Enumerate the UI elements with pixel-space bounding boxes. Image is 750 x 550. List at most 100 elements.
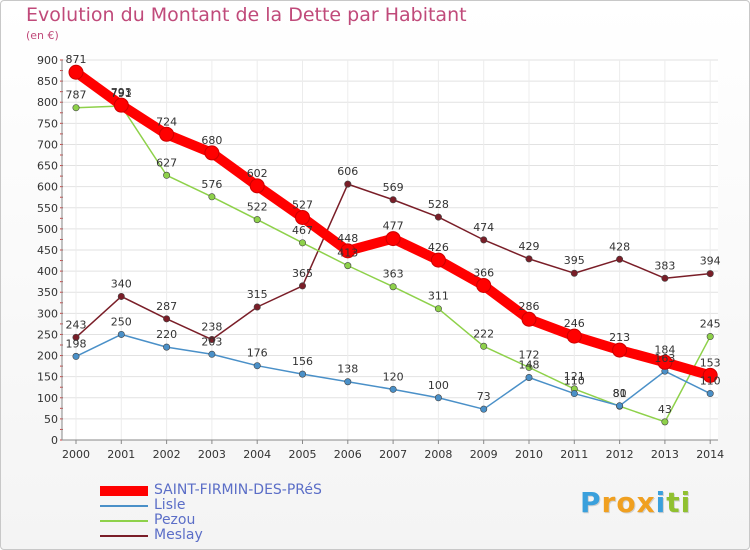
data-label: 213 — [609, 331, 630, 344]
legend-label: SAINT-FIRMIN-DES-PRéS — [154, 482, 322, 498]
data-label: 176 — [247, 347, 268, 360]
data-point — [389, 196, 397, 204]
data-label: 724 — [156, 115, 177, 128]
data-label: 153 — [700, 356, 721, 369]
y-tick-label: 250 — [37, 328, 58, 341]
data-label: 680 — [201, 134, 222, 147]
data-point — [117, 330, 125, 338]
proxiti-logo: Proxiti — [580, 486, 692, 519]
data-point — [298, 370, 306, 378]
data-point — [163, 343, 171, 351]
y-tick-label: 0 — [51, 434, 58, 447]
data-point — [344, 262, 352, 270]
data-label: 365 — [292, 267, 313, 280]
data-label: 576 — [201, 178, 222, 191]
data-label: 203 — [201, 335, 222, 348]
data-label: 871 — [66, 53, 87, 66]
data-point — [163, 315, 171, 323]
data-label: 80 — [613, 387, 627, 400]
data-label: 448 — [337, 232, 358, 245]
chart-title: Evolution du Montant de la Dette par Hab… — [26, 4, 467, 26]
data-label: 363 — [383, 268, 404, 281]
data-label: 148 — [519, 359, 540, 372]
legend-label: Meslay — [154, 527, 203, 543]
data-point — [430, 252, 446, 268]
data-label: 627 — [156, 156, 177, 169]
data-point — [204, 145, 220, 161]
data-label: 110 — [700, 375, 721, 388]
data-label: 413 — [337, 247, 358, 260]
x-tick-label: 2007 — [379, 448, 407, 461]
data-label: 172 — [519, 348, 540, 361]
y-tick-label: 400 — [37, 265, 58, 278]
data-label: 602 — [247, 167, 268, 180]
data-label: 528 — [428, 198, 449, 211]
legend-label: Pezou — [154, 512, 196, 528]
data-label: 121 — [564, 370, 585, 383]
data-label: 156 — [292, 355, 313, 368]
y-tick-label: 50 — [44, 413, 58, 426]
data-point — [570, 269, 578, 277]
legend-swatch — [100, 505, 148, 507]
data-point — [298, 239, 306, 247]
data-label: 120 — [383, 370, 404, 383]
data-point — [72, 104, 80, 112]
data-point — [72, 333, 80, 341]
data-point — [661, 274, 669, 282]
data-label: 793 — [111, 86, 132, 99]
data-label: 428 — [609, 240, 630, 253]
data-point — [434, 305, 442, 313]
data-point — [344, 378, 352, 386]
data-point — [570, 390, 578, 398]
data-label: 81 — [613, 387, 627, 400]
data-label: 138 — [337, 363, 358, 376]
x-tick-label: 2002 — [153, 448, 181, 461]
data-label: 477 — [383, 220, 404, 233]
data-point — [159, 126, 175, 142]
x-tick-label: 2005 — [289, 448, 317, 461]
y-tick-label: 700 — [37, 138, 58, 151]
data-point — [253, 303, 261, 311]
data-label: 395 — [564, 254, 585, 267]
data-label: 100 — [428, 379, 449, 392]
data-label: 522 — [247, 201, 268, 214]
data-point — [208, 193, 216, 201]
data-label: 184 — [654, 343, 675, 356]
data-label: 474 — [473, 221, 494, 234]
data-label: 311 — [428, 290, 449, 303]
data-label: 287 — [156, 300, 177, 313]
chart-unit-label: (en €) — [26, 29, 59, 42]
data-label: 426 — [428, 241, 449, 254]
data-point — [706, 390, 714, 398]
data-label: 198 — [66, 337, 87, 350]
data-point — [480, 236, 488, 244]
data-label: 787 — [66, 89, 87, 102]
x-tick-label: 2011 — [560, 448, 588, 461]
data-point — [208, 350, 216, 358]
data-point — [434, 394, 442, 402]
data-label: 238 — [201, 321, 222, 334]
data-point — [389, 283, 397, 291]
y-tick-label: 150 — [37, 371, 58, 384]
data-point — [72, 352, 80, 360]
data-label: 569 — [383, 181, 404, 194]
data-label: 383 — [654, 259, 675, 272]
data-point — [163, 171, 171, 179]
data-label: 243 — [66, 318, 87, 331]
y-tick-label: 800 — [37, 96, 58, 109]
data-label: 467 — [292, 224, 313, 237]
y-tick-label: 200 — [37, 350, 58, 363]
x-tick-label: 2013 — [651, 448, 679, 461]
data-label: 606 — [337, 165, 358, 178]
data-point — [612, 342, 628, 358]
x-tick-label: 2004 — [243, 448, 271, 461]
x-tick-label: 2006 — [334, 448, 362, 461]
data-point — [68, 64, 84, 80]
data-point — [521, 311, 537, 327]
x-tick-label: 2000 — [62, 448, 90, 461]
y-tick-label: 500 — [37, 223, 58, 236]
data-label: 110 — [564, 375, 585, 388]
data-label: 286 — [519, 300, 540, 313]
legend-swatch — [100, 535, 148, 537]
